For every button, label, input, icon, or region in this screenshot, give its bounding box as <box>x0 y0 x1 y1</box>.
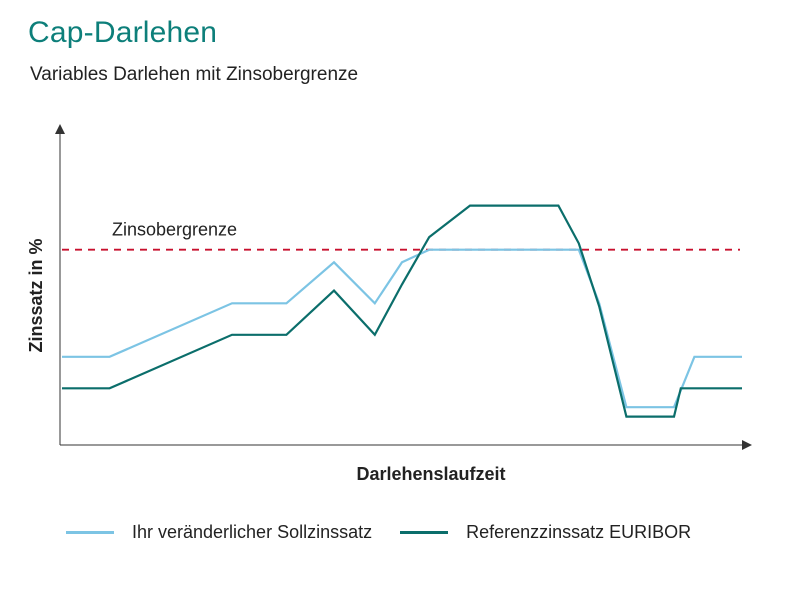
series-group <box>62 204 742 418</box>
y-axis-arrow <box>55 124 65 134</box>
chart-subtitle: Variables Darlehen mit Zinsobergrenze <box>30 64 359 85</box>
y-axis-label: Zinssatz in % <box>26 238 46 352</box>
legend-swatch-sollzins <box>66 531 114 534</box>
cap-label: Zinsobergrenze <box>112 220 237 240</box>
x-axis-label: Darlehenslaufzeit <box>356 464 505 484</box>
legend-item-euribor: Referenzzinssatz EURIBOR <box>400 522 691 543</box>
legend-swatch-euribor <box>400 531 449 534</box>
legend-label-euribor: Referenzzinssatz EURIBOR <box>466 522 692 542</box>
x-axis-arrow <box>742 440 752 450</box>
legend: Ihr veränderlicher Sollzinssatz Referenz… <box>66 522 719 543</box>
chart-title: Cap-Darlehen <box>28 16 218 49</box>
series-line-0 <box>62 248 742 409</box>
legend-label-sollzins: Ihr veränderlicher Sollzinssatz <box>132 522 373 542</box>
legend-item-sollzins: Ihr veränderlicher Sollzinssatz <box>66 522 372 543</box>
series-line-1 <box>62 204 742 418</box>
